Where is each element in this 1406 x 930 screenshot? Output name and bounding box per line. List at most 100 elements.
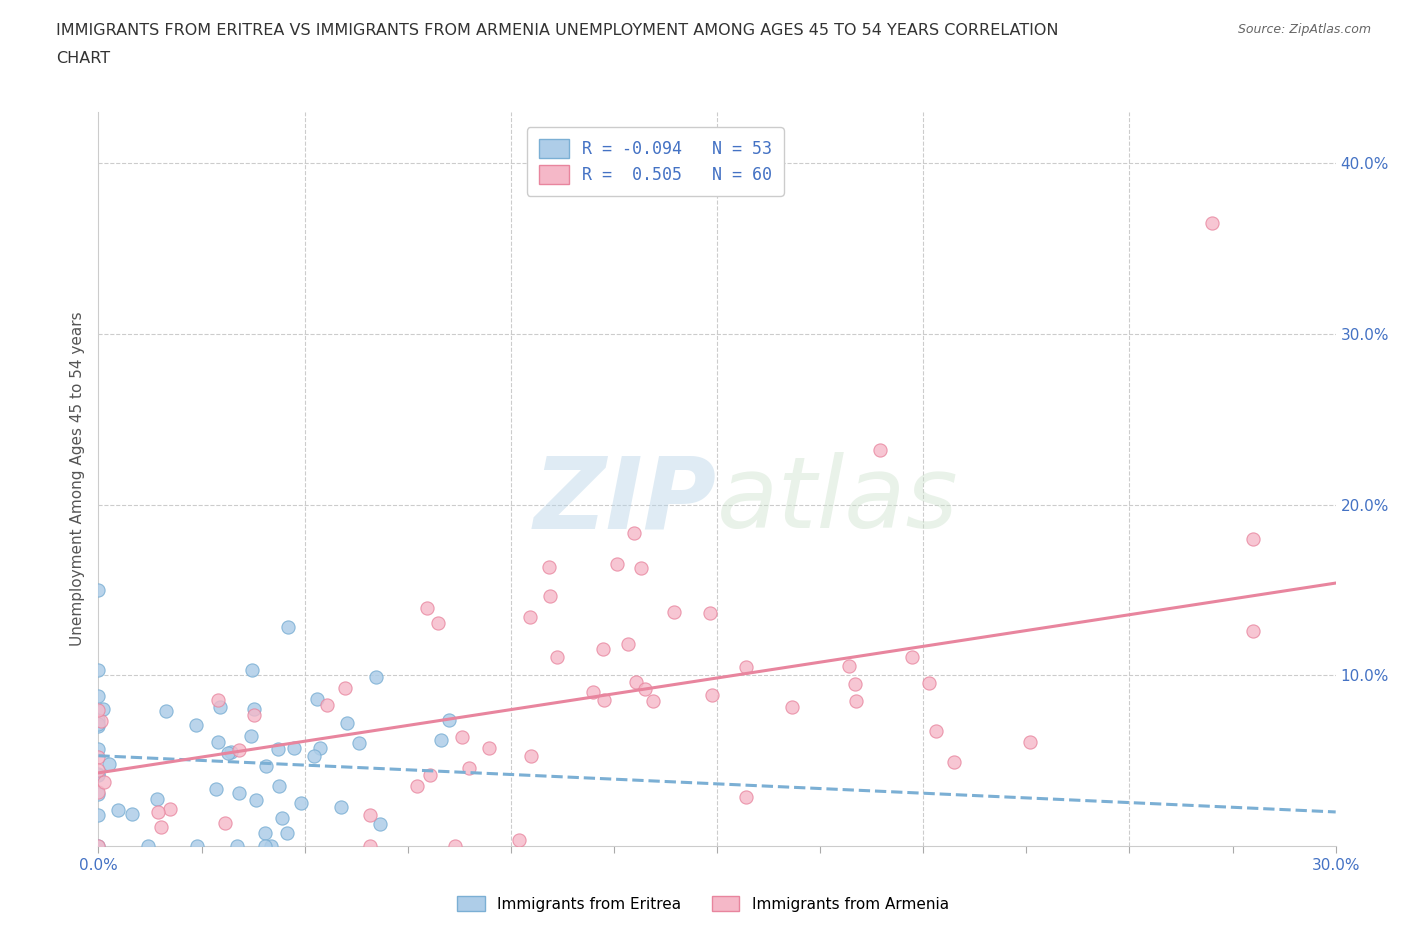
Point xyxy=(219,744,242,759)
Point xyxy=(359,839,381,854)
Legend: R = -0.094   N = 53, R =  0.505   N = 60: R = -0.094 N = 53, R = 0.505 N = 60 xyxy=(527,127,783,196)
Point xyxy=(918,676,941,691)
Point xyxy=(228,785,250,800)
Point xyxy=(333,681,356,696)
Point xyxy=(267,778,290,793)
Point xyxy=(87,839,110,854)
Point xyxy=(869,443,891,458)
Text: IMMIGRANTS FROM ERITREA VS IMMIGRANTS FROM ARMENIA UNEMPLOYMENT AMONG AGES 45 TO: IMMIGRANTS FROM ERITREA VS IMMIGRANTS FR… xyxy=(56,23,1059,38)
Point xyxy=(1241,532,1264,547)
Point xyxy=(1019,735,1042,750)
Point xyxy=(228,742,250,757)
Point xyxy=(364,670,387,684)
Point xyxy=(519,609,541,624)
Point xyxy=(838,658,860,673)
Point xyxy=(243,702,266,717)
Point xyxy=(943,754,966,769)
Point xyxy=(87,750,110,764)
Point xyxy=(538,589,561,604)
Point xyxy=(240,662,263,677)
Point xyxy=(98,757,121,772)
Point xyxy=(419,768,441,783)
Point xyxy=(267,741,290,756)
Point xyxy=(91,702,114,717)
Point xyxy=(87,808,110,823)
Point xyxy=(368,817,391,831)
Text: Source: ZipAtlas.com: Source: ZipAtlas.com xyxy=(1237,23,1371,36)
Point xyxy=(87,703,110,718)
Point xyxy=(271,811,294,826)
Legend: Immigrants from Eritrea, Immigrants from Armenia: Immigrants from Eritrea, Immigrants from… xyxy=(451,889,955,918)
Point xyxy=(254,826,277,841)
Point xyxy=(844,677,866,692)
Point xyxy=(405,779,427,794)
Point xyxy=(426,616,449,631)
Point xyxy=(593,693,616,708)
Point xyxy=(136,839,159,854)
Point xyxy=(260,839,283,854)
Point xyxy=(209,700,232,715)
Point xyxy=(217,746,239,761)
Point xyxy=(87,766,110,781)
Point xyxy=(205,782,228,797)
Point xyxy=(87,741,110,756)
Point xyxy=(700,687,723,702)
Point xyxy=(245,792,267,807)
Point xyxy=(630,561,652,576)
Point xyxy=(149,820,172,835)
Point xyxy=(359,808,381,823)
Point xyxy=(478,740,501,755)
Point xyxy=(606,556,628,571)
Point xyxy=(451,730,474,745)
Point xyxy=(121,806,143,821)
Point xyxy=(283,741,305,756)
Point xyxy=(214,816,236,830)
Point xyxy=(699,605,721,620)
Point xyxy=(1201,215,1223,230)
Point xyxy=(925,724,948,738)
Point xyxy=(155,703,177,718)
Point xyxy=(520,749,543,764)
Point xyxy=(734,659,756,674)
Point xyxy=(1241,624,1264,639)
Point xyxy=(538,560,561,575)
Text: CHART: CHART xyxy=(56,51,110,66)
Point xyxy=(315,698,337,712)
Point xyxy=(592,642,614,657)
Point xyxy=(240,729,263,744)
Point xyxy=(623,525,645,540)
Point xyxy=(87,786,110,801)
Point xyxy=(243,708,266,723)
Point xyxy=(546,649,568,664)
Point xyxy=(582,684,605,699)
Point xyxy=(87,717,110,732)
Point xyxy=(308,740,330,755)
Point xyxy=(87,582,110,597)
Point xyxy=(780,699,803,714)
Point xyxy=(336,716,359,731)
Point xyxy=(416,601,439,616)
Point xyxy=(254,759,277,774)
Point xyxy=(617,636,640,651)
Point xyxy=(458,761,481,776)
Point xyxy=(901,650,924,665)
Point xyxy=(146,804,169,819)
Point xyxy=(329,800,352,815)
Point xyxy=(146,791,169,806)
Point xyxy=(90,713,112,728)
Point xyxy=(290,796,312,811)
Text: ZIP: ZIP xyxy=(534,453,717,550)
Point xyxy=(845,694,868,709)
Point xyxy=(430,733,453,748)
Point xyxy=(87,839,110,854)
Point xyxy=(225,839,247,854)
Point xyxy=(307,692,329,707)
Point xyxy=(159,802,181,817)
Point xyxy=(624,675,647,690)
Point xyxy=(87,785,110,800)
Y-axis label: Unemployment Among Ages 45 to 54 years: Unemployment Among Ages 45 to 54 years xyxy=(69,312,84,646)
Point xyxy=(186,839,208,854)
Point xyxy=(443,839,465,854)
Point xyxy=(735,790,758,804)
Point xyxy=(276,826,298,841)
